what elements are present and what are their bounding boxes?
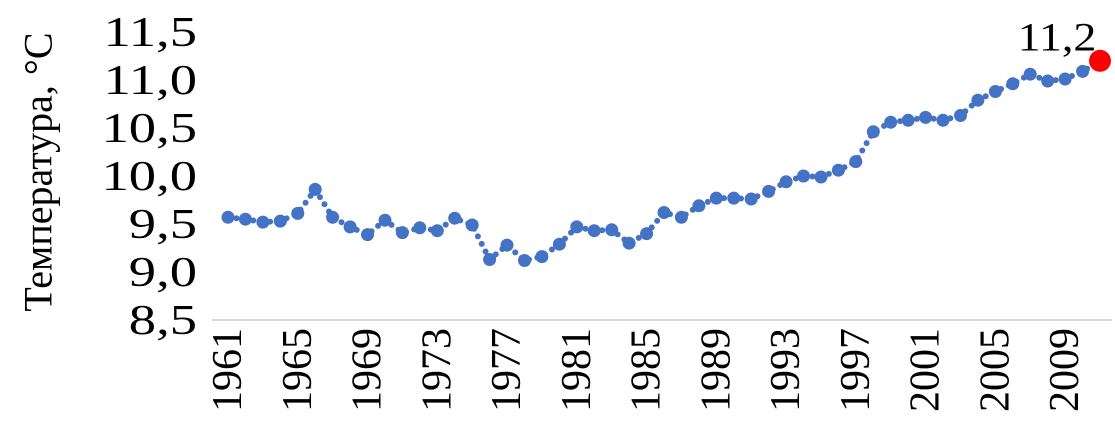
data-point-1983	[605, 223, 619, 237]
data-point-1980	[552, 237, 566, 251]
data-point-1970	[378, 213, 392, 227]
data-point-1990	[727, 191, 741, 205]
y-tick-label: 8,5	[129, 297, 197, 344]
data-point-1997	[849, 155, 863, 169]
data-point-1994	[797, 169, 810, 183]
y-tick-label: 9,0	[129, 249, 197, 296]
y-axis-title: Температура, °С	[16, 32, 61, 311]
data-point-1979	[535, 250, 549, 264]
data-point-1972	[413, 221, 427, 235]
data-point-1985	[640, 227, 654, 241]
series-line	[225, 57, 1103, 264]
y-tick-label: 11,0	[104, 57, 197, 104]
y-tick-label: 10,5	[101, 105, 197, 152]
data-point-1961	[221, 210, 235, 224]
data-point-1977	[500, 238, 514, 252]
data-point-1991	[744, 192, 758, 206]
x-tick-label: 1993	[763, 328, 809, 412]
data-point-1984	[622, 236, 636, 250]
data-point-1965	[291, 206, 305, 220]
data-point-1989	[709, 191, 723, 205]
y-tick-label: 10,0	[101, 153, 197, 200]
data-point-1966	[308, 182, 322, 196]
x-tick-labels: 1961 1965 1969 1973 1977 1981 1985 1989 1993 1997…	[205, 328, 1088, 412]
x-tick-label: 2001	[903, 328, 949, 412]
data-point-1975	[465, 218, 479, 232]
data-point-1964	[273, 214, 287, 228]
x-tick-label: 1969	[345, 328, 391, 412]
x-tick-label: 1981	[554, 328, 600, 412]
data-point-1999	[884, 115, 898, 129]
x-tick-label: 1989	[693, 328, 739, 412]
x-tick-label: 1985	[624, 328, 670, 412]
data-point-2002	[936, 113, 950, 127]
x-tick-label: 2005	[972, 328, 1018, 412]
data-point-1993	[779, 175, 793, 189]
data-point-2001	[919, 110, 933, 124]
data-point-2004	[971, 93, 985, 107]
y-tick-label: 11,5	[104, 9, 197, 56]
data-point-1967	[326, 210, 340, 224]
data-point-1974	[448, 211, 462, 225]
data-point-1968	[343, 220, 357, 234]
data-point-1969	[361, 228, 374, 242]
data-point-1988	[692, 199, 706, 213]
data-label: 11,2	[1018, 16, 1097, 60]
x-tick-label: 1961	[205, 328, 251, 412]
data-point-1982	[587, 224, 601, 238]
data-point-1981	[570, 220, 584, 234]
data-point-2010	[1076, 64, 1090, 78]
data-point-2003	[954, 109, 967, 122]
x-tick-label: 1973	[414, 328, 460, 412]
data-point-2005	[988, 85, 1002, 98]
data-point-1962	[238, 212, 252, 226]
data-point-1995	[814, 170, 828, 184]
x-tick-label: 1997	[833, 328, 879, 412]
data-point-1996	[831, 163, 845, 177]
data-labels: 11,2	[1018, 16, 1111, 72]
data-point-1998	[866, 125, 880, 139]
data-point-1992	[762, 184, 776, 198]
highlighted-data-point	[1089, 49, 1111, 72]
data-point-2006	[1006, 77, 1020, 91]
data-point-1987	[674, 210, 688, 224]
data-point-1971	[395, 226, 409, 240]
y-axis-title-group: Температура, °С	[16, 32, 61, 311]
data-point-1978	[518, 254, 531, 267]
data-point-2007	[1023, 67, 1037, 81]
y-tick-labels: 8,59,09,510,010,511,011,5	[101, 9, 197, 344]
x-tick-label: 1965	[275, 328, 321, 412]
series-group	[221, 54, 1107, 267]
data-point-1976	[483, 253, 497, 266]
x-tick-label: 1977	[484, 328, 530, 412]
data-point-2009	[1058, 72, 1072, 86]
data-point-1986	[657, 206, 671, 219]
data-point-2000	[901, 113, 915, 127]
data-point-1973	[430, 224, 444, 238]
data-point-1963	[256, 215, 270, 229]
x-tick-label: 2009	[1042, 328, 1088, 412]
data-point-2008	[1041, 74, 1055, 88]
y-tick-label: 9,5	[129, 201, 197, 248]
